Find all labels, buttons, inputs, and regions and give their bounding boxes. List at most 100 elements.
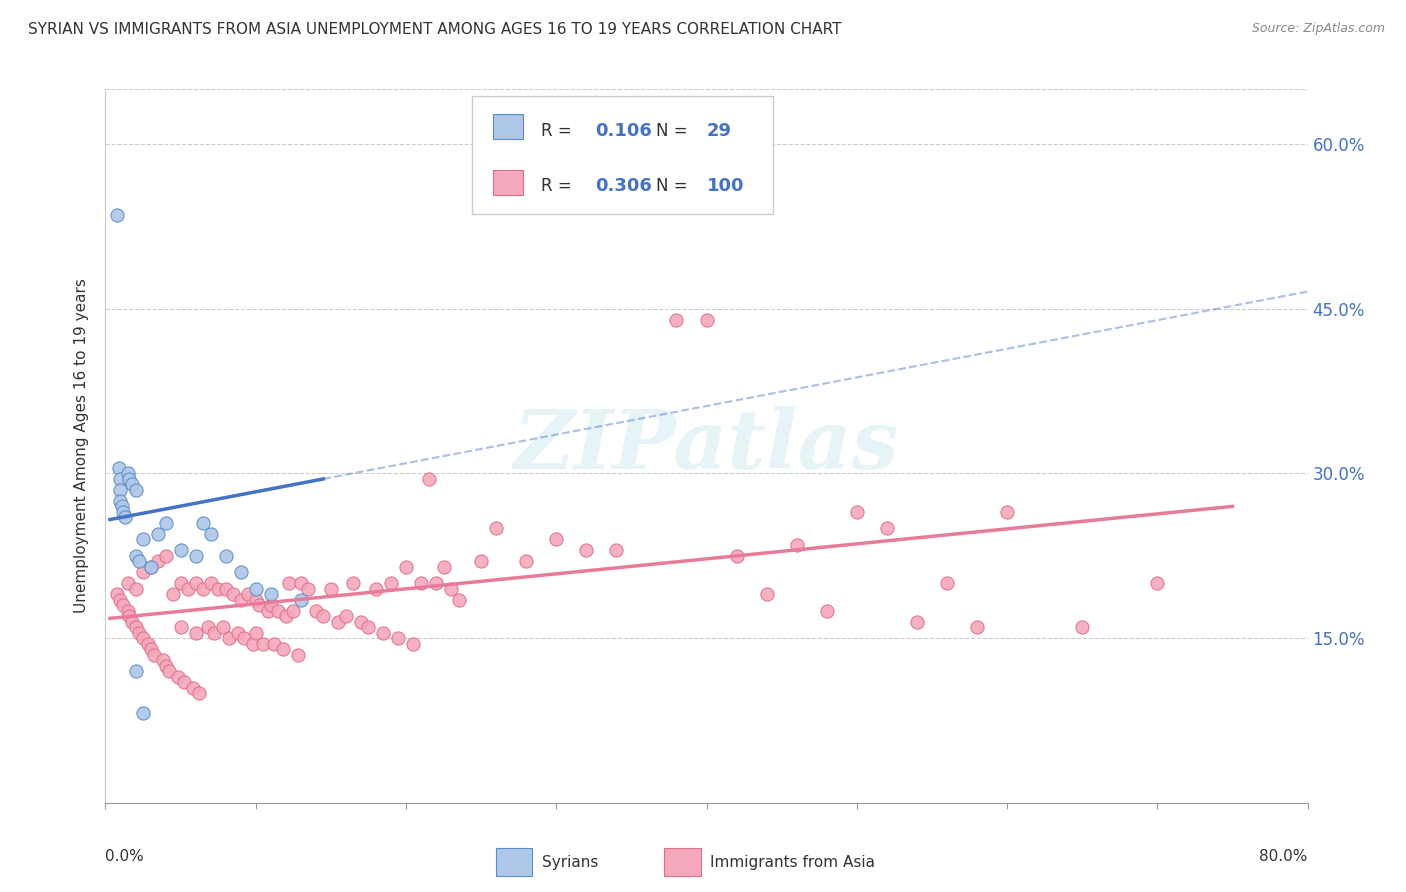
Point xyxy=(118,472,141,486)
Point xyxy=(187,686,209,700)
Point xyxy=(440,582,463,596)
Text: SYRIAN VS IMMIGRANTS FROM ASIA UNEMPLOYMENT AMONG AGES 16 TO 19 YEARS CORRELATIO: SYRIAN VS IMMIGRANTS FROM ASIA UNEMPLOYM… xyxy=(28,22,842,37)
Point xyxy=(319,582,342,596)
Point xyxy=(665,312,688,326)
Text: ZIPatlas: ZIPatlas xyxy=(513,406,900,486)
Point xyxy=(287,648,309,662)
Point xyxy=(157,664,180,678)
Y-axis label: Unemployment Among Ages 16 to 19 years: Unemployment Among Ages 16 to 19 years xyxy=(75,278,90,614)
Point xyxy=(380,576,402,591)
Point xyxy=(177,582,200,596)
Point xyxy=(142,648,165,662)
Point xyxy=(409,576,432,591)
Point xyxy=(110,472,132,486)
Point xyxy=(117,576,139,591)
Point xyxy=(1071,620,1094,634)
Point xyxy=(1146,576,1168,591)
Point xyxy=(132,533,155,547)
Point xyxy=(876,521,898,535)
Point xyxy=(815,604,838,618)
Text: N =: N = xyxy=(657,178,693,195)
Point xyxy=(966,620,988,634)
Point xyxy=(546,533,568,547)
Point xyxy=(229,566,252,580)
FancyBboxPatch shape xyxy=(492,114,523,139)
Point xyxy=(139,642,162,657)
Text: 0.306: 0.306 xyxy=(595,178,651,195)
FancyBboxPatch shape xyxy=(665,847,700,876)
Point xyxy=(364,582,387,596)
Point xyxy=(132,706,155,720)
Point xyxy=(207,582,229,596)
Point xyxy=(252,637,274,651)
Point xyxy=(226,625,249,640)
Point xyxy=(110,483,132,497)
Point xyxy=(305,604,328,618)
Point xyxy=(290,576,312,591)
Text: 0.106: 0.106 xyxy=(595,122,651,140)
Point xyxy=(256,604,278,618)
Point xyxy=(214,549,236,563)
Point xyxy=(247,598,270,612)
Point xyxy=(696,312,718,326)
Point xyxy=(155,658,177,673)
Point xyxy=(605,543,627,558)
Text: 100: 100 xyxy=(707,178,744,195)
Text: R =: R = xyxy=(541,178,576,195)
Point xyxy=(260,598,283,612)
Point xyxy=(342,576,364,591)
Point xyxy=(232,631,254,645)
Point xyxy=(152,653,174,667)
Point xyxy=(107,209,129,223)
Point xyxy=(114,510,136,524)
Point xyxy=(128,554,150,568)
Point xyxy=(197,620,219,634)
Point xyxy=(166,669,188,683)
Point xyxy=(132,566,155,580)
Point xyxy=(905,615,928,629)
Point xyxy=(447,592,470,607)
Point xyxy=(200,576,222,591)
Point xyxy=(184,625,207,640)
Text: Syrians: Syrians xyxy=(541,855,598,870)
Point xyxy=(110,494,132,508)
Point xyxy=(111,500,134,514)
Point xyxy=(335,609,357,624)
Point xyxy=(936,576,959,591)
Point xyxy=(271,642,294,657)
Point xyxy=(169,543,191,558)
Point xyxy=(290,592,312,607)
Point xyxy=(211,620,233,634)
Point xyxy=(245,592,267,607)
Point xyxy=(173,675,195,690)
FancyBboxPatch shape xyxy=(472,96,773,214)
Point xyxy=(169,620,191,634)
Point xyxy=(200,526,222,541)
Point xyxy=(575,543,598,558)
Point xyxy=(277,576,299,591)
Point xyxy=(124,483,146,497)
Point xyxy=(786,538,808,552)
Point xyxy=(263,637,285,651)
Point xyxy=(139,559,162,574)
Text: 0.0%: 0.0% xyxy=(105,849,145,864)
Point xyxy=(117,604,139,618)
Point xyxy=(402,637,425,651)
Point xyxy=(755,587,778,601)
Point xyxy=(184,549,207,563)
Point xyxy=(245,582,267,596)
Point xyxy=(124,582,146,596)
FancyBboxPatch shape xyxy=(492,169,523,194)
Point xyxy=(297,582,319,596)
Point xyxy=(107,587,129,601)
Point xyxy=(128,625,150,640)
FancyBboxPatch shape xyxy=(496,847,533,876)
Point xyxy=(218,631,240,645)
Point xyxy=(121,615,143,629)
Point xyxy=(184,576,207,591)
Point xyxy=(229,592,252,607)
Point xyxy=(118,609,141,624)
Point xyxy=(395,559,418,574)
Point xyxy=(995,505,1018,519)
Point xyxy=(267,604,290,618)
